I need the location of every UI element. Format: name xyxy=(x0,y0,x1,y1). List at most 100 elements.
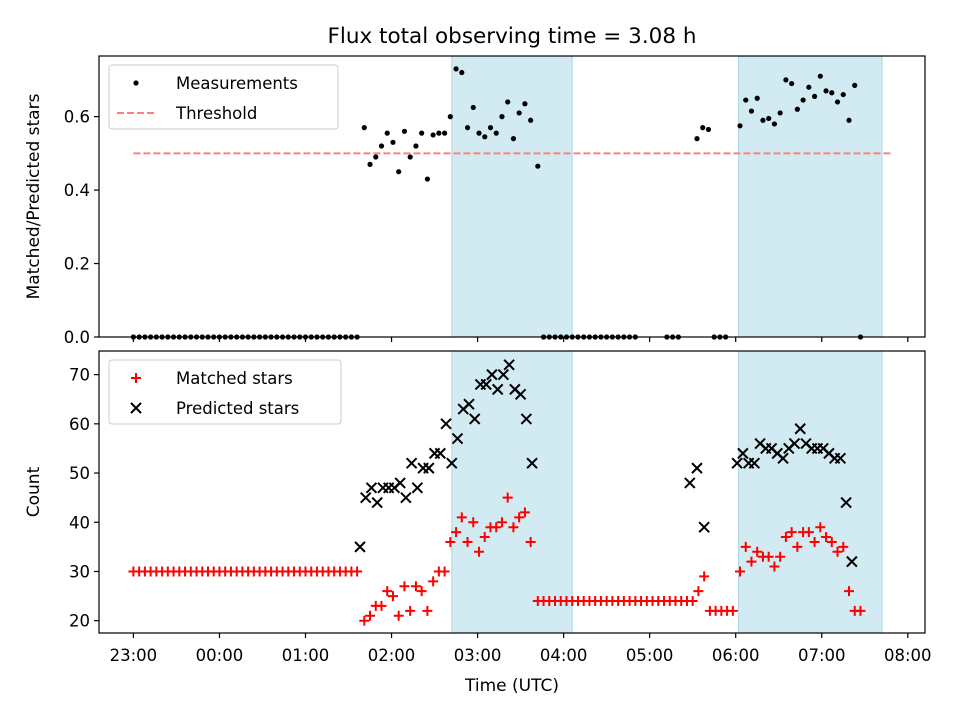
measurement-point xyxy=(852,82,858,88)
matched-stars-point xyxy=(821,532,832,543)
matched-stars-point xyxy=(439,566,450,577)
measurement-point xyxy=(447,114,453,120)
matched-stars-point xyxy=(474,546,485,557)
matched-stars-point xyxy=(775,551,786,562)
matched-stars-point xyxy=(519,507,530,518)
measurement-point xyxy=(783,77,789,83)
measurement-point xyxy=(464,125,471,131)
y-tick-label: 40 xyxy=(69,513,90,532)
legend: Matched stars Predicted stars xyxy=(108,359,342,425)
shaded-interval xyxy=(738,350,883,634)
predicted-stars-point xyxy=(497,368,510,381)
predicted-stars-point xyxy=(503,359,515,371)
matched-stars-point xyxy=(468,517,479,528)
measurement-point xyxy=(535,163,541,169)
chart-title: Flux total observing time = 3.08 h xyxy=(328,24,697,49)
measurement-point xyxy=(840,91,846,98)
measurement-point xyxy=(846,117,852,123)
matched-stars-point xyxy=(451,527,462,538)
matched-stars-point xyxy=(855,605,866,616)
predicted-stars-point xyxy=(371,496,383,509)
predicted-stars-point xyxy=(731,457,743,469)
matched-stars-point xyxy=(422,605,433,616)
measurement-point xyxy=(777,110,783,116)
legend-label: Matched stars xyxy=(176,369,293,388)
predicted-stars-point xyxy=(788,437,801,450)
measurement-point xyxy=(487,125,494,131)
y-tick-label: 50 xyxy=(69,464,90,483)
legend-label: Threshold xyxy=(175,104,257,123)
matched-stars-point xyxy=(496,517,507,528)
legend-plus-marker xyxy=(131,373,141,383)
predicted-stars-point xyxy=(691,462,703,474)
matched-stars-point xyxy=(792,541,803,552)
matched-stars-point xyxy=(405,605,416,616)
x-axis-label: Time (UTC) xyxy=(464,676,559,696)
shaded-interval xyxy=(451,55,573,338)
predicted-stars-point xyxy=(440,418,452,430)
predicted-stars-point xyxy=(840,496,852,509)
predicted-stars-point xyxy=(434,447,447,460)
matched-stars-point xyxy=(693,586,704,597)
measurement-point xyxy=(361,125,367,131)
y-tick-label: 30 xyxy=(69,562,90,581)
measurement-point xyxy=(396,169,402,175)
measurement-point xyxy=(373,154,379,160)
x-tick-label: 08:00 xyxy=(884,646,932,665)
matched-stars-point xyxy=(699,571,710,582)
y-tick-label: 70 xyxy=(69,366,90,385)
predicted-stars-point xyxy=(698,521,710,533)
measurement-point xyxy=(401,128,408,134)
measurement-point xyxy=(419,130,425,136)
shaded-interval xyxy=(738,55,883,338)
predicted-stars-point xyxy=(451,432,464,445)
measurement-point xyxy=(811,93,818,100)
measurement-point xyxy=(476,130,482,136)
legend-dot-marker xyxy=(133,80,139,86)
matched-stars-point xyxy=(843,586,854,597)
legend-box xyxy=(108,64,339,130)
predicted-stars-point xyxy=(360,491,372,504)
measurement-point xyxy=(424,176,430,182)
measurement-point xyxy=(754,95,760,101)
matched-stars-point xyxy=(832,546,843,557)
matched-stars-point xyxy=(502,492,513,503)
matched-stars-point xyxy=(479,532,490,543)
predicted-stars-point xyxy=(846,555,858,568)
matched-stars-point xyxy=(365,610,376,621)
predicted-stars-point xyxy=(469,413,481,425)
predicted-stars-point xyxy=(463,398,475,410)
matched-stars-point xyxy=(735,566,746,577)
measurement-point xyxy=(384,130,390,136)
matched-stars-point xyxy=(410,581,421,592)
axes-frame xyxy=(98,350,926,634)
matched-stars-point xyxy=(399,581,410,592)
predicted-stars-point xyxy=(365,482,378,494)
predicted-stars-point xyxy=(737,447,749,460)
x-tick-label: 01:00 xyxy=(282,646,330,665)
predicted-stars-point xyxy=(411,482,424,494)
predicted-stars-point xyxy=(526,457,538,469)
legend-cross-marker xyxy=(130,402,142,414)
measurement-point xyxy=(516,110,522,116)
predicted-stars-point xyxy=(486,368,498,381)
matched-stars-point xyxy=(752,546,763,557)
measurement-point xyxy=(834,99,841,105)
measurement-point xyxy=(771,121,778,127)
bottom-panel-counts: 20 30 40 50 60 70 23:00 00:00 01:00 02:00 03:00 04:… xyxy=(24,350,932,696)
measurement-point xyxy=(817,73,823,79)
matched-stars-point xyxy=(359,615,370,626)
matched-stars-point xyxy=(786,527,797,538)
predicted-stars-point xyxy=(400,491,412,504)
predicted-stars-point xyxy=(423,462,435,474)
predicted-stars-point xyxy=(748,457,761,469)
measurement-point xyxy=(800,97,806,103)
measurement-point xyxy=(522,101,528,107)
predicted-stars-point xyxy=(446,457,458,469)
measurement-point xyxy=(705,126,712,133)
measurement-point xyxy=(505,99,511,105)
predicted-stars-point xyxy=(405,457,418,469)
measurement-point xyxy=(748,108,755,114)
measurement-point xyxy=(378,143,385,149)
